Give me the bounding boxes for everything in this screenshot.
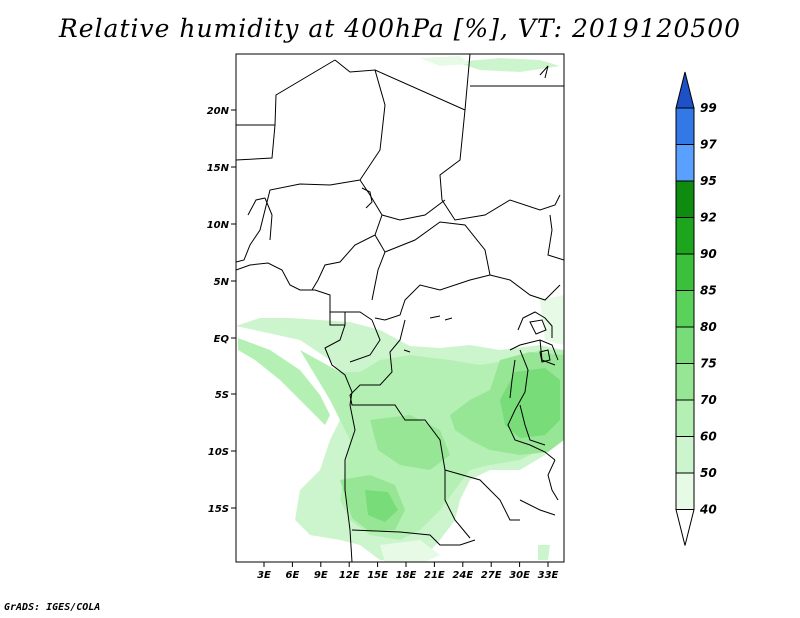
lat-tick-label: EQ <box>214 334 230 345</box>
lat-tick-label: 15S <box>208 504 229 515</box>
colorbar-label: 60 <box>700 430 717 444</box>
border-line <box>324 324 353 406</box>
lat-tick-label: 10N <box>207 220 230 231</box>
border-line <box>507 349 556 461</box>
border-line <box>509 359 516 399</box>
humidity-area-ne <box>540 295 564 345</box>
colorbar-label: 95 <box>700 174 717 188</box>
colorbar: 40 50 60 70 75 80 85 90 92 95 97 99 <box>675 71 717 546</box>
lon-tick-label: 21E <box>424 570 445 581</box>
border-line <box>374 221 491 321</box>
colorbar-segment <box>675 363 695 401</box>
lon-tick-label: 24E <box>452 570 473 581</box>
border-line <box>539 65 549 79</box>
lon-tick-label: 3E <box>257 570 271 581</box>
border-line <box>329 312 346 326</box>
lat-tick-label: 5S <box>215 390 229 401</box>
humidity-area-east-core <box>500 368 560 438</box>
colorbar-segment <box>675 436 695 474</box>
map-title: Relative humidity at 400hPa [%], VT: 201… <box>58 14 742 43</box>
border-line <box>517 311 553 338</box>
lon-tick-label: 18E <box>396 570 417 581</box>
humidity-area-band <box>238 338 330 425</box>
humidity-area-north-2 <box>420 56 470 66</box>
border-line <box>247 197 266 216</box>
border-line <box>236 124 276 161</box>
border-line <box>236 179 361 263</box>
lat-tick-label: 10S <box>208 447 229 458</box>
border-line <box>403 349 411 353</box>
lon-tick-label: 27E <box>481 570 502 581</box>
border-line <box>547 214 564 261</box>
border-line <box>349 319 381 363</box>
colorbar-segment <box>675 472 695 510</box>
colorbar-label: 99 <box>700 101 717 115</box>
colorbar-label: 90 <box>700 247 717 261</box>
colorbar-label: 80 <box>700 320 717 334</box>
humidity-area-south-core <box>365 490 398 522</box>
lon-tick-label: 15E <box>367 570 388 581</box>
colorbar-segment <box>675 180 695 218</box>
colorbar-segment <box>675 399 695 437</box>
border-line <box>371 234 386 301</box>
border-line <box>489 274 561 301</box>
border-line <box>264 197 273 241</box>
lat-tick-label: 20N <box>207 106 230 117</box>
colorbar-label: 92 <box>700 211 717 225</box>
border-line <box>236 59 336 126</box>
colorbar-label: 70 <box>700 393 717 407</box>
border-line <box>311 179 383 291</box>
border-line <box>539 349 551 363</box>
colorbar-label: 50 <box>700 466 717 480</box>
colorbar-arrow-high <box>675 71 695 109</box>
border-line <box>529 319 547 335</box>
border-line <box>236 262 373 321</box>
border-line <box>334 59 386 181</box>
border-line <box>361 187 373 209</box>
border-line <box>444 469 520 521</box>
lon-tick-label: 6E <box>286 570 300 581</box>
colorbar-label: 97 <box>700 138 717 152</box>
grads-credit: GrADS: IGES/COLA <box>4 602 101 613</box>
colorbar-segment <box>675 253 695 291</box>
map-frame <box>235 53 565 563</box>
humidity-area-se <box>538 545 550 560</box>
border-line <box>349 319 446 471</box>
border-line <box>547 459 559 501</box>
lon-axis: 3E 6E 9E 12E 15E 18E 21E 24E 27E 30E 33E <box>257 562 559 581</box>
lon-tick-label: 12E <box>339 570 360 581</box>
border-line <box>519 404 546 446</box>
colorbar-segment <box>675 107 695 145</box>
border-line <box>429 315 453 321</box>
humidity-shading <box>236 56 564 562</box>
colorbar-label: 75 <box>700 357 717 371</box>
lat-tick-label: 5N <box>214 277 230 288</box>
border-line <box>381 199 446 221</box>
lon-tick-label: 33E <box>538 570 559 581</box>
colorbar-segment <box>675 217 695 255</box>
border-line <box>519 499 556 516</box>
lon-tick-label: 9E <box>314 570 328 581</box>
colorbar-segment <box>675 290 695 328</box>
colorbar-segment <box>675 144 695 182</box>
border-line <box>444 470 471 539</box>
lat-tick-label: 15N <box>207 163 230 174</box>
colorbar-label: 40 <box>699 503 717 517</box>
lat-axis: 20N 15N 10N 5N EQ 5S 10S 15S <box>207 106 236 515</box>
border-line <box>351 529 476 546</box>
humidity-area-sw <box>380 540 440 562</box>
humidity-area-mid <box>370 415 450 470</box>
country-borders <box>236 54 564 562</box>
humidity-area-north <box>455 58 560 72</box>
border-line <box>344 404 356 562</box>
colorbar-arrow-low <box>675 509 695 546</box>
colorbar-segment <box>675 326 695 364</box>
lon-tick-label: 30E <box>509 570 530 581</box>
colorbar-label: 85 <box>700 284 717 298</box>
border-line <box>439 109 561 221</box>
